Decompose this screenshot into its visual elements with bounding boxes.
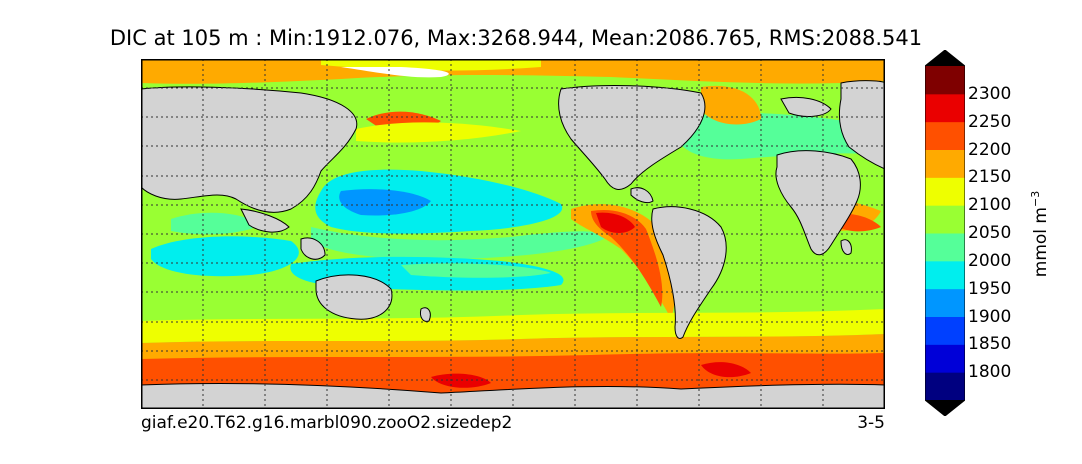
colorbar-tick-label: 1850 <box>968 334 1012 355</box>
colorbar-block <box>925 177 965 206</box>
colorbar-tick-label: 1900 <box>968 306 1012 327</box>
greenland-south <box>780 96 832 117</box>
colorbar-block <box>925 372 965 401</box>
np-cyan-gyre <box>315 169 563 234</box>
case-name: giaf.e20.T62.g16.marbl090.zooO2.sizedep2 <box>141 413 513 433</box>
colorbar-tick-label: 2250 <box>968 111 1012 132</box>
colorbar-block <box>925 93 965 123</box>
colorbar-block <box>925 121 965 150</box>
eurasia <box>141 86 358 213</box>
africa <box>775 150 861 256</box>
colorbar-tick-label: 2000 <box>968 250 1012 271</box>
europe-edge <box>838 80 885 170</box>
new-zealand <box>420 307 431 322</box>
colorbar-tick-label: 1950 <box>968 278 1012 299</box>
gridlines <box>141 59 885 409</box>
colorbar-block <box>925 149 965 178</box>
na-green <box>681 112 885 160</box>
map-panel <box>141 59 885 409</box>
ross-sea-red <box>431 373 491 388</box>
map-frame <box>141 59 885 409</box>
colorbar-tick-label: 2300 <box>968 83 1012 104</box>
units-text: mmol m <box>1030 207 1051 278</box>
colorbar <box>925 50 965 416</box>
period-label: 3-5 <box>857 413 885 433</box>
sea-ice <box>341 67 449 78</box>
etp-red <box>591 209 663 307</box>
madagascar <box>840 239 852 255</box>
eq-pacific-green <box>311 227 611 260</box>
central-america <box>630 187 654 204</box>
map-svg <box>141 59 885 409</box>
colorbar-tick-label: 2050 <box>968 223 1012 243</box>
colorbar-block <box>925 260 965 290</box>
colorbar-block <box>925 205 965 234</box>
etp-orange <box>571 204 675 319</box>
colorbar-tick-label: 1800 <box>968 362 1012 383</box>
north-america <box>558 85 706 190</box>
colorbar-extend-min <box>925 400 965 416</box>
colorbar-units: mmol m−3 <box>1029 191 1051 277</box>
colorbar-blocks <box>925 66 965 401</box>
weddell-red <box>701 362 751 378</box>
np-yellow-band <box>356 122 521 143</box>
australia <box>315 274 393 320</box>
colorbar-block <box>925 66 965 95</box>
indian-cyan <box>151 236 299 277</box>
colorbar-block <box>925 288 965 317</box>
colorbar-block <box>925 233 965 262</box>
borneo <box>300 237 326 260</box>
indian-green-north <box>171 212 261 235</box>
units-exponent: −3 <box>1029 190 1043 207</box>
colorbar-tick-label: 2150 <box>968 167 1012 188</box>
colorbar-extend-max <box>925 50 965 66</box>
colorbar-tick-label: 2100 <box>968 195 1012 216</box>
labrador-orange <box>701 85 761 125</box>
colorbar-block <box>925 316 965 345</box>
etp-dark-red <box>596 212 635 233</box>
south-america <box>651 206 727 340</box>
plot-title: DIC at 105 m : Min:1912.076, Max:3268.94… <box>109 26 923 50</box>
colorbar-tick-label: 2200 <box>968 139 1012 160</box>
colorbar-block <box>925 344 965 373</box>
np-blue-core <box>339 189 431 216</box>
